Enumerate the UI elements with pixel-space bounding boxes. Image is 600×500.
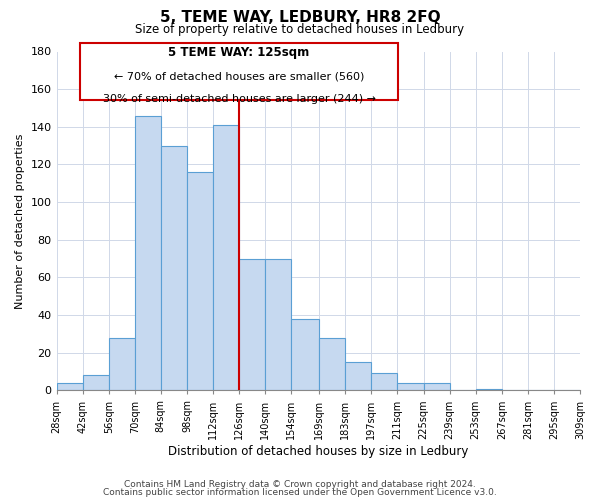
Bar (476, 388, 502, 390)
Text: Size of property relative to detached houses in Ledbury: Size of property relative to detached ho… (136, 22, 464, 36)
Bar (424, 383, 449, 390)
Bar (239, 258, 265, 390)
Bar (345, 362, 371, 390)
Bar (265, 258, 291, 390)
Text: ← 70% of detached houses are smaller (560): ← 70% of detached houses are smaller (56… (114, 72, 364, 82)
Text: 5, TEME WAY, LEDBURY, HR8 2FQ: 5, TEME WAY, LEDBURY, HR8 2FQ (160, 10, 440, 25)
Text: 30% of semi-detached houses are larger (244) →: 30% of semi-detached houses are larger (… (103, 94, 376, 104)
Bar (397, 383, 424, 390)
Bar (161, 146, 187, 390)
Text: Contains public sector information licensed under the Open Government Licence v3: Contains public sector information licen… (103, 488, 497, 497)
Bar (291, 319, 319, 390)
Bar (135, 116, 161, 390)
Text: Contains HM Land Registry data © Crown copyright and database right 2024.: Contains HM Land Registry data © Crown c… (124, 480, 476, 489)
Bar (371, 374, 397, 390)
Bar (109, 338, 135, 390)
Bar (213, 125, 239, 390)
Bar (319, 338, 345, 390)
FancyBboxPatch shape (80, 43, 398, 100)
Bar (187, 172, 213, 390)
Bar (83, 376, 109, 390)
Text: 5 TEME WAY: 125sqm: 5 TEME WAY: 125sqm (169, 46, 310, 60)
Bar (56, 383, 83, 390)
Y-axis label: Number of detached properties: Number of detached properties (15, 134, 25, 308)
X-axis label: Distribution of detached houses by size in Ledbury: Distribution of detached houses by size … (168, 444, 469, 458)
